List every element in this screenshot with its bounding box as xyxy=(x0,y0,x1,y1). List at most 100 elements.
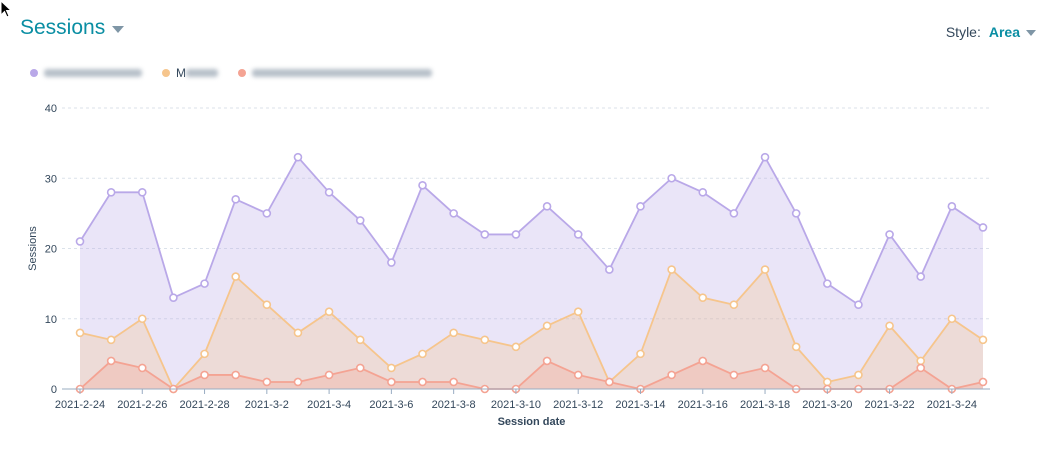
x-tick-label: 2021-3-4 xyxy=(307,399,351,411)
data-point-series-2 xyxy=(636,349,645,359)
data-point-series-1 xyxy=(511,230,521,239)
data-point-series-2 xyxy=(293,328,303,338)
data-point-series-1 xyxy=(916,272,926,281)
data-point-series-2 xyxy=(511,342,521,352)
legend-swatch-series-2 xyxy=(162,69,170,77)
data-point-series-1 xyxy=(293,152,303,162)
data-point-series-3 xyxy=(355,363,365,373)
data-point-series-2 xyxy=(418,349,427,359)
data-point-series-1 xyxy=(667,173,676,183)
caret-down-icon xyxy=(112,26,125,33)
style-selector[interactable]: Style: Area xyxy=(946,24,1036,40)
data-point-series-2 xyxy=(947,314,957,324)
data-point-series-2 xyxy=(978,335,988,345)
legend-label-redacted xyxy=(252,69,432,77)
data-point-series-1 xyxy=(636,202,645,211)
x-tick-label: 2021-3-22 xyxy=(865,399,915,411)
legend-item-series-3[interactable] xyxy=(238,69,432,77)
data-point-series-1 xyxy=(760,152,770,162)
data-point-series-1 xyxy=(823,279,832,288)
data-point-series-3 xyxy=(137,363,147,373)
data-point-series-2 xyxy=(729,300,739,310)
data-point-series-3 xyxy=(542,356,552,366)
data-point-series-1 xyxy=(418,180,427,190)
data-point-series-1 xyxy=(169,293,178,302)
x-tick-label: 2021-2-26 xyxy=(117,399,167,411)
data-point-series-3 xyxy=(418,377,427,387)
data-point-series-2 xyxy=(355,335,365,345)
data-point-series-3 xyxy=(200,370,209,380)
data-point-series-3 xyxy=(605,377,614,387)
data-point-series-2 xyxy=(262,300,272,310)
data-point-series-2 xyxy=(573,307,583,317)
y-tick-label: 0 xyxy=(51,384,57,396)
data-point-series-3 xyxy=(231,370,240,380)
data-point-series-1 xyxy=(978,223,988,232)
data-point-series-1 xyxy=(262,209,272,218)
data-point-series-3 xyxy=(324,370,334,380)
data-point-series-3 xyxy=(698,356,708,366)
style-value-dropdown[interactable]: Area xyxy=(988,24,1020,40)
data-point-series-2 xyxy=(698,293,708,302)
data-point-series-2 xyxy=(823,377,832,387)
legend-label-redacted xyxy=(186,69,218,77)
data-point-series-2 xyxy=(542,321,552,331)
y-tick-label: 30 xyxy=(45,173,57,185)
x-tick-label: 2021-3-12 xyxy=(553,399,603,411)
x-tick-label: 2021-3-18 xyxy=(740,399,790,411)
page-title: Sessions xyxy=(20,16,106,39)
y-tick-label: 10 xyxy=(45,314,57,326)
data-point-series-3 xyxy=(293,377,303,387)
sessions-report-dropdown[interactable]: Sessions xyxy=(20,16,125,40)
data-point-series-3 xyxy=(760,363,770,373)
x-tick-label: 2021-3-20 xyxy=(802,399,852,411)
data-point-series-2 xyxy=(760,265,770,274)
x-tick-label: 2021-3-2 xyxy=(245,399,289,411)
y-tick-label: 40 xyxy=(45,103,57,115)
x-tick-label: 2021-2-28 xyxy=(179,399,229,411)
series-line-1 xyxy=(79,155,984,307)
data-point-series-1 xyxy=(573,230,583,239)
data-point-series-1 xyxy=(355,216,365,225)
series-area-1 xyxy=(80,157,983,389)
data-point-series-1 xyxy=(200,279,209,288)
data-point-series-3 xyxy=(262,377,272,387)
data-point-series-2 xyxy=(667,265,676,274)
x-tick-label: 2021-3-16 xyxy=(678,399,728,411)
legend-item-series-1[interactable] xyxy=(30,69,142,77)
x-tick-label: 2021-3-6 xyxy=(369,399,413,411)
data-point-series-1 xyxy=(449,209,458,218)
data-point-series-3 xyxy=(978,377,988,387)
chart-legend: M xyxy=(30,66,452,80)
legend-label-redacted xyxy=(44,69,142,77)
caret-down-icon[interactable] xyxy=(1026,30,1036,36)
legend-label-series-2: M xyxy=(176,66,186,80)
data-point-series-2 xyxy=(231,272,240,281)
x-tick-label: 2021-3-14 xyxy=(615,399,665,411)
data-point-series-1 xyxy=(231,195,240,204)
data-point-series-1 xyxy=(542,202,552,211)
x-tick-label: 2021-3-8 xyxy=(432,399,476,411)
data-point-series-1 xyxy=(605,265,614,274)
y-tick-label: 20 xyxy=(45,244,57,256)
data-point-series-3 xyxy=(667,370,676,380)
data-point-series-2 xyxy=(75,328,85,338)
data-point-series-3 xyxy=(387,377,396,387)
data-point-series-1 xyxy=(947,202,957,211)
x-tick-label: 2021-3-10 xyxy=(491,399,541,411)
data-point-series-2 xyxy=(885,321,894,331)
mouse-cursor-icon xyxy=(0,0,12,18)
style-label: Style: xyxy=(945,24,981,40)
data-point-series-3 xyxy=(106,356,116,366)
data-point-series-2 xyxy=(324,307,334,317)
legend-item-series-2[interactable]: M xyxy=(162,66,218,80)
x-tick-label: 2021-3-24 xyxy=(927,399,977,411)
data-point-series-2 xyxy=(449,328,458,338)
data-point-series-2 xyxy=(106,335,116,345)
data-point-series-1 xyxy=(324,188,334,197)
data-point-series-2 xyxy=(387,363,396,373)
data-point-series-2 xyxy=(480,335,490,345)
y-axis-title: Sessions xyxy=(27,226,39,271)
data-point-series-1 xyxy=(480,230,490,239)
data-point-series-1 xyxy=(137,188,147,197)
